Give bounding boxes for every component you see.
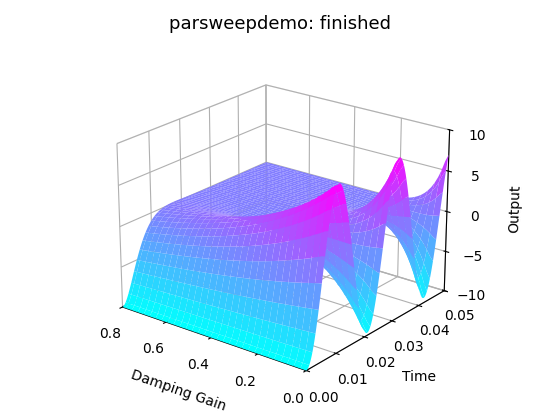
X-axis label: Damping Gain: Damping Gain bbox=[129, 368, 228, 413]
Y-axis label: Time: Time bbox=[402, 370, 436, 384]
Title: parsweepdemo: finished: parsweepdemo: finished bbox=[169, 15, 391, 33]
